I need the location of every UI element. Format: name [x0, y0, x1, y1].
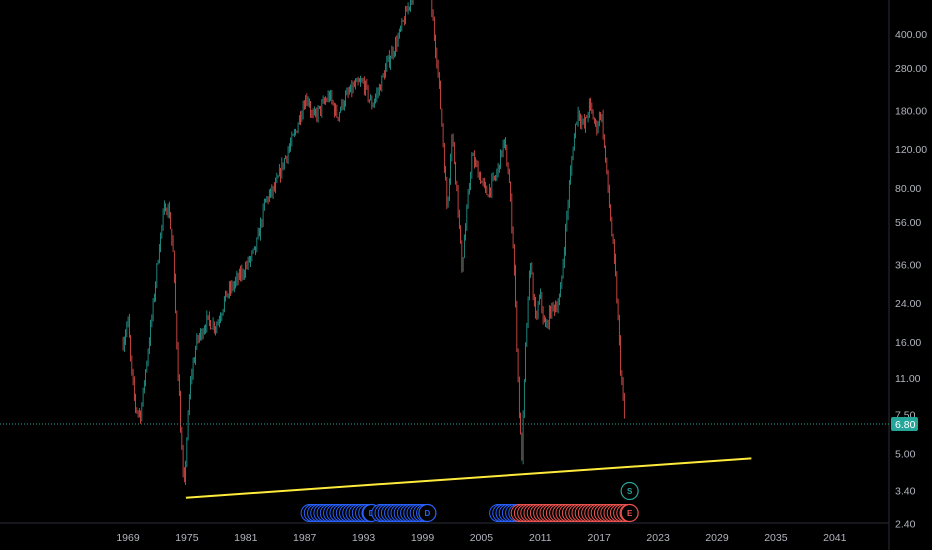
x-tick-label: 1975 [175, 532, 199, 544]
y-tick-label: 36.00 [895, 259, 921, 271]
split-marker-letter: S [627, 487, 633, 496]
x-tick-label: 1969 [116, 532, 140, 544]
x-tick-label: 2005 [470, 532, 494, 544]
y-tick-label: 5.00 [895, 448, 916, 460]
candles-layer [122, 0, 625, 486]
x-tick-label: 2029 [705, 532, 729, 544]
y-tick-label: 56.00 [895, 217, 921, 229]
y-tick-label: 180.00 [895, 105, 927, 117]
x-tick-label: 1987 [293, 532, 317, 544]
price-axis[interactable]: 1900.001300.00900.00600.00400.00280.0018… [895, 0, 932, 531]
split-marker[interactable] [620, 481, 639, 501]
y-tick-label: 3.40 [895, 485, 916, 497]
y-tick-label: 280.00 [895, 63, 927, 75]
x-tick-label: 2023 [646, 532, 670, 544]
y-tick-label: 400.00 [895, 29, 927, 41]
trendline[interactable] [185, 457, 752, 499]
y-tick-label: 16.00 [895, 337, 921, 349]
y-tick-label: 120.00 [895, 144, 927, 156]
x-tick-label: 1993 [352, 532, 376, 544]
x-tick-label: 1981 [234, 532, 258, 544]
earnings-marker-head[interactable] [620, 503, 639, 523]
x-tick-label: 1999 [411, 532, 435, 544]
time-axis[interactable]: 1969 1975 1981 1987 1993 1999 2005 2011 2017 2023… [116, 532, 846, 544]
dividend-marker-head[interactable] [418, 503, 437, 523]
event-markers-layer: DDES [300, 481, 639, 523]
x-tick-label: 2035 [764, 532, 788, 544]
current-price-label: 6.80 [895, 419, 916, 431]
y-tick-label: 600.00 [895, 0, 927, 2]
y-tick-label: 2.40 [895, 519, 916, 531]
y-tick-label: 80.00 [895, 183, 921, 195]
x-tick-label: 2011 [529, 532, 552, 544]
earnings-marker-letter: E [627, 509, 633, 518]
dividend-marker-letter: D [425, 509, 431, 518]
x-tick-label: 2017 [588, 532, 612, 544]
y-tick-label: 24.00 [895, 298, 921, 310]
current-price-label-box [891, 417, 918, 431]
y-tick-label: 11.00 [895, 373, 921, 385]
x-tick-label: 2041 [823, 532, 847, 544]
